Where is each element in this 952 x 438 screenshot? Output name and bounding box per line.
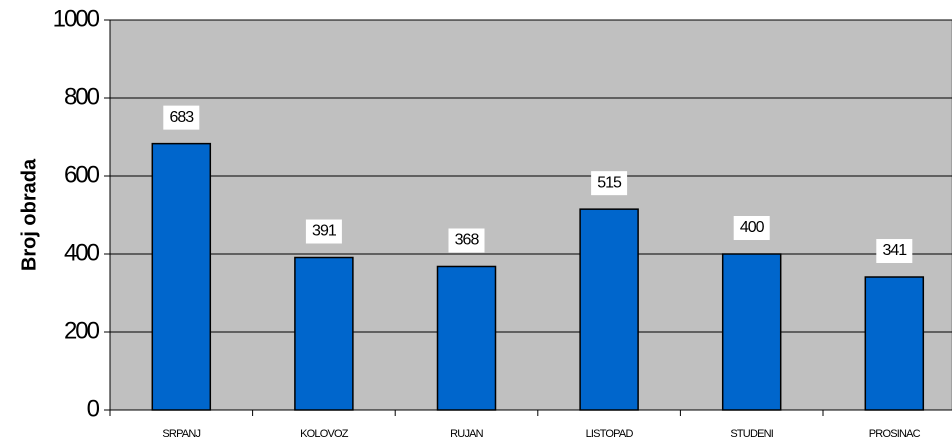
x-tick-label: RUJAN bbox=[450, 428, 484, 438]
y-tick-label: 600 bbox=[64, 161, 100, 188]
value-label: 683 bbox=[169, 109, 194, 126]
y-tick-label: 400 bbox=[64, 239, 100, 266]
x-tick-label: STUDENI bbox=[730, 428, 773, 438]
bar bbox=[294, 256, 354, 411]
value-label: 400 bbox=[740, 219, 765, 236]
y-tick-label: 0 bbox=[87, 395, 100, 422]
x-tick-label: KOLOVOZ bbox=[300, 428, 349, 438]
y-tick-label: 800 bbox=[64, 83, 100, 110]
value-label-box bbox=[305, 219, 342, 244]
value-label: 515 bbox=[597, 174, 622, 191]
value-label-box bbox=[591, 171, 628, 196]
x-tick-label: SRPANJ bbox=[162, 428, 200, 438]
value-label-box bbox=[163, 105, 200, 130]
bar bbox=[864, 276, 925, 411]
value-label: 368 bbox=[455, 232, 480, 249]
x-tick-label: PROSINAC bbox=[869, 428, 921, 438]
bar bbox=[436, 265, 497, 411]
value-label: 391 bbox=[312, 223, 337, 240]
plot-area bbox=[109, 19, 952, 411]
y-tick-label: 200 bbox=[64, 317, 100, 344]
bar bbox=[579, 208, 639, 411]
x-tick-label: LISTOPAD bbox=[586, 428, 634, 438]
value-label-box bbox=[733, 216, 770, 240]
value-label-box bbox=[448, 228, 485, 253]
y-tick-label: 1000 bbox=[53, 5, 100, 32]
y-axis-title: Broj obrada bbox=[18, 158, 40, 271]
bar bbox=[721, 253, 782, 411]
value-label-box bbox=[876, 239, 913, 264]
bar bbox=[151, 142, 212, 411]
value-label: 341 bbox=[882, 242, 907, 259]
